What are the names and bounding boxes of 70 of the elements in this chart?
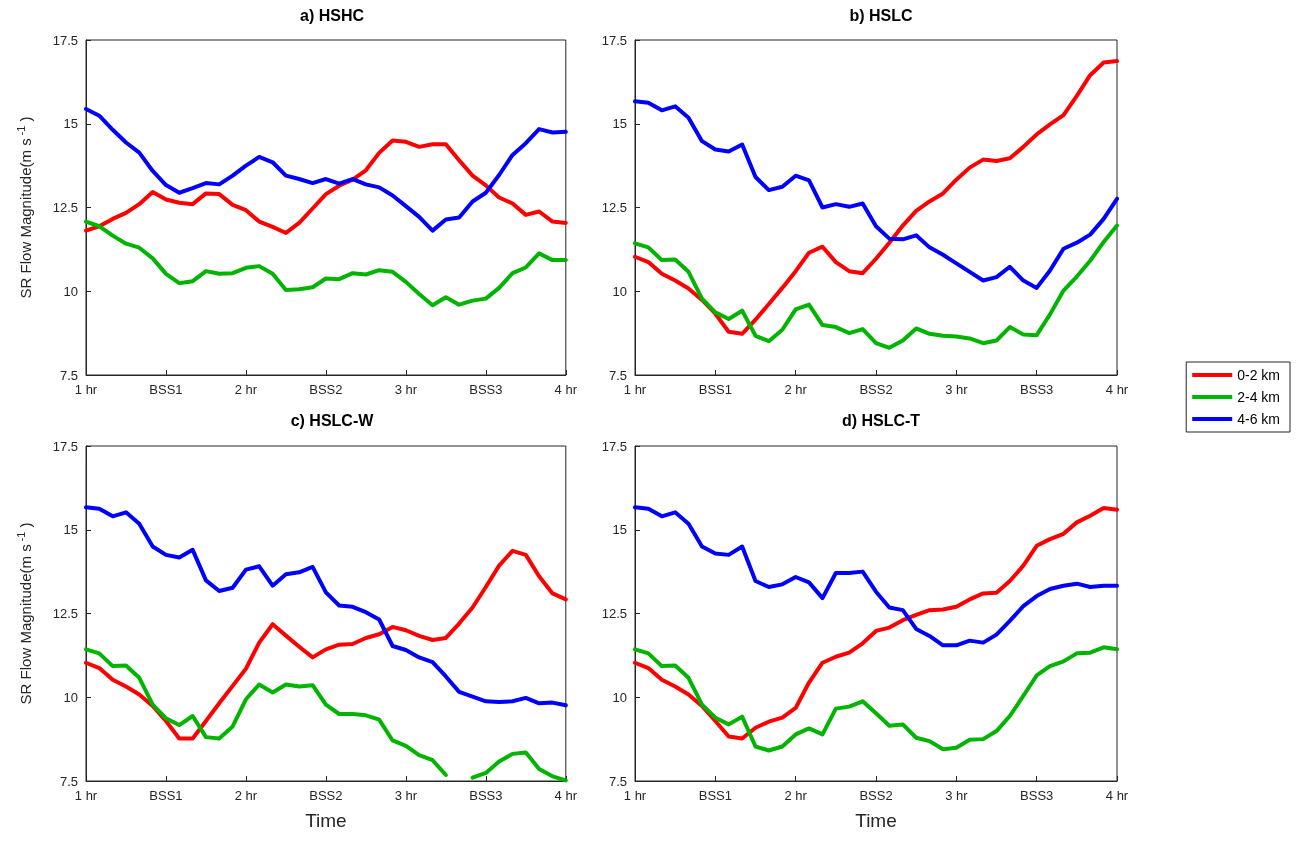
chart-title: c) HSLC-W [290,411,375,429]
x-tick-label: 3 hr [394,788,418,803]
y-tick-label: 10 [63,283,78,299]
x-tick-label: BSS1 [698,788,732,803]
x-tick-label: 2 hr [784,788,808,803]
y-axis-title: SR Flow Magnitude(m s-1) [14,116,34,299]
y-tick-label: 12.5 [601,606,627,621]
line-series [84,505,568,708]
line-series [633,505,1119,648]
y-tick-label: 7.5 [608,367,627,383]
line-series [84,219,568,308]
line-series [84,107,568,233]
line-series [84,548,568,741]
chart-title: d) HSLC-T [841,411,921,429]
x-tick-label: 4 hr [1105,788,1129,803]
legend-label: 4-6 km [1237,411,1281,427]
y-tick-label: 12.5 [601,200,627,215]
x-tick-label: 1 hr [623,382,647,397]
x-tick-label: 1 hr [623,788,647,803]
line-series [633,645,1119,753]
line-series [84,138,568,235]
x-tick-label: BSS2 [859,382,893,397]
line-series [633,223,1119,350]
x-tick-label: BSS1 [698,382,732,397]
x-tick-label: 1 hr [74,382,98,397]
y-axis-title: SR Flow Magnitude(m s-1) [14,522,34,705]
x-tick-label: BSS2 [309,382,343,397]
y-tick-label: 15 [63,522,78,538]
y-tick-label: 12.5 [52,200,78,215]
legend-label: 2-4 km [1237,389,1281,405]
y-tick-label: 10 [612,283,627,299]
line-series [633,99,1119,290]
y-tick-label: 17.5 [601,438,627,454]
y-tick-label: 12.5 [52,606,78,621]
y-tick-label: 7.5 [59,773,78,789]
y-tick-label: 17.5 [601,32,627,48]
line-series [633,59,1119,336]
x-tick-label: 4 hr [554,788,578,803]
y-tick-label: 15 [63,116,78,132]
chart-title: a) HSHC [299,6,365,24]
x-axis-title: Time [305,810,347,831]
x-tick-label: 3 hr [945,788,969,803]
x-tick-label: BSS1 [149,382,183,397]
x-tick-label: BSS2 [309,788,343,803]
legend-label: 0-2 km [1237,367,1281,383]
x-tick-label: BSS2 [859,788,893,803]
y-tick-label: 17.5 [52,438,78,454]
x-tick-label: 1 hr [74,788,98,803]
line-series [633,505,1119,741]
y-tick-label: 10 [612,689,627,705]
x-tick-label: 2 hr [234,788,258,803]
x-tick-label: BSS3 [1020,382,1054,397]
x-tick-label: 4 hr [1105,382,1129,397]
x-tick-label: 3 hr [394,382,418,397]
x-tick-label: BSS3 [469,788,503,803]
y-tick-label: 10 [63,689,78,705]
y-tick-label: 7.5 [608,773,627,789]
x-tick-label: BSS3 [469,382,503,397]
x-tick-label: BSS3 [1020,788,1054,803]
y-tick-label: 7.5 [59,367,78,383]
x-tick-label: BSS1 [149,788,183,803]
y-tick-label: 15 [612,116,627,132]
x-tick-label: 4 hr [554,382,578,397]
y-tick-label: 17.5 [52,32,78,48]
x-tick-label: 2 hr [234,382,258,397]
x-tick-label: 2 hr [784,382,808,397]
x-axis-title: Time [855,810,897,831]
y-tick-label: 15 [612,522,627,538]
chart-title: b) HSLC [849,6,913,24]
x-tick-label: 3 hr [945,382,969,397]
